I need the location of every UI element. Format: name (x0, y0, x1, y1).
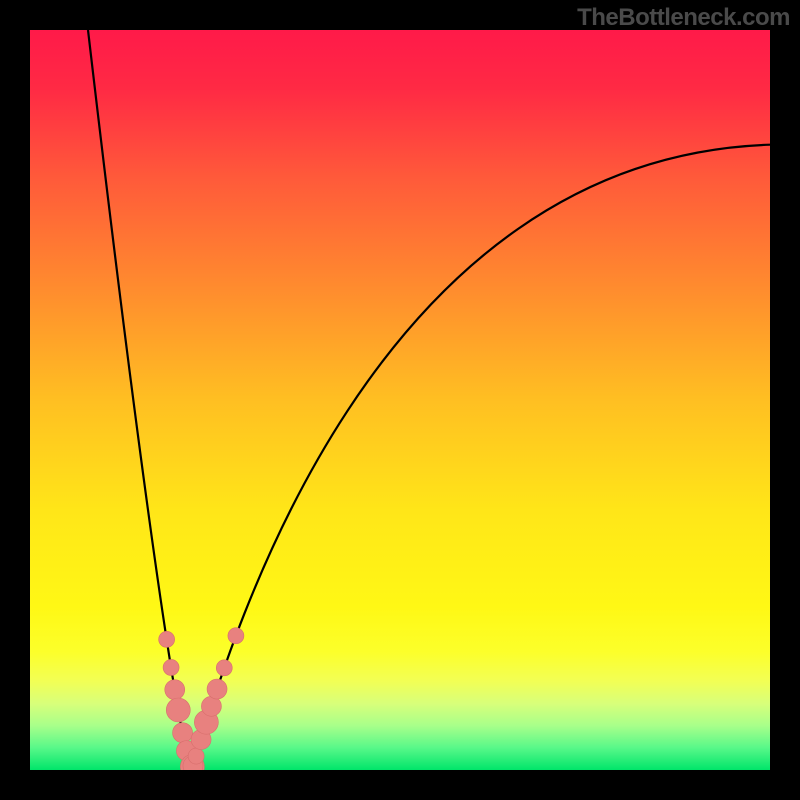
bottleneck-chart (0, 0, 800, 800)
data-marker (165, 680, 185, 700)
data-marker (216, 660, 232, 676)
data-marker (228, 628, 244, 644)
data-marker (173, 723, 193, 743)
data-marker (159, 631, 175, 647)
plot-background-gradient (30, 30, 770, 770)
watermark-text: TheBottleneck.com (577, 4, 790, 32)
data-marker (188, 748, 204, 764)
data-marker (201, 696, 221, 716)
data-marker (163, 659, 179, 675)
data-marker (166, 698, 190, 722)
data-marker (207, 679, 227, 699)
chart-container: { "watermark": "TheBottleneck.com", "cha… (0, 0, 800, 800)
